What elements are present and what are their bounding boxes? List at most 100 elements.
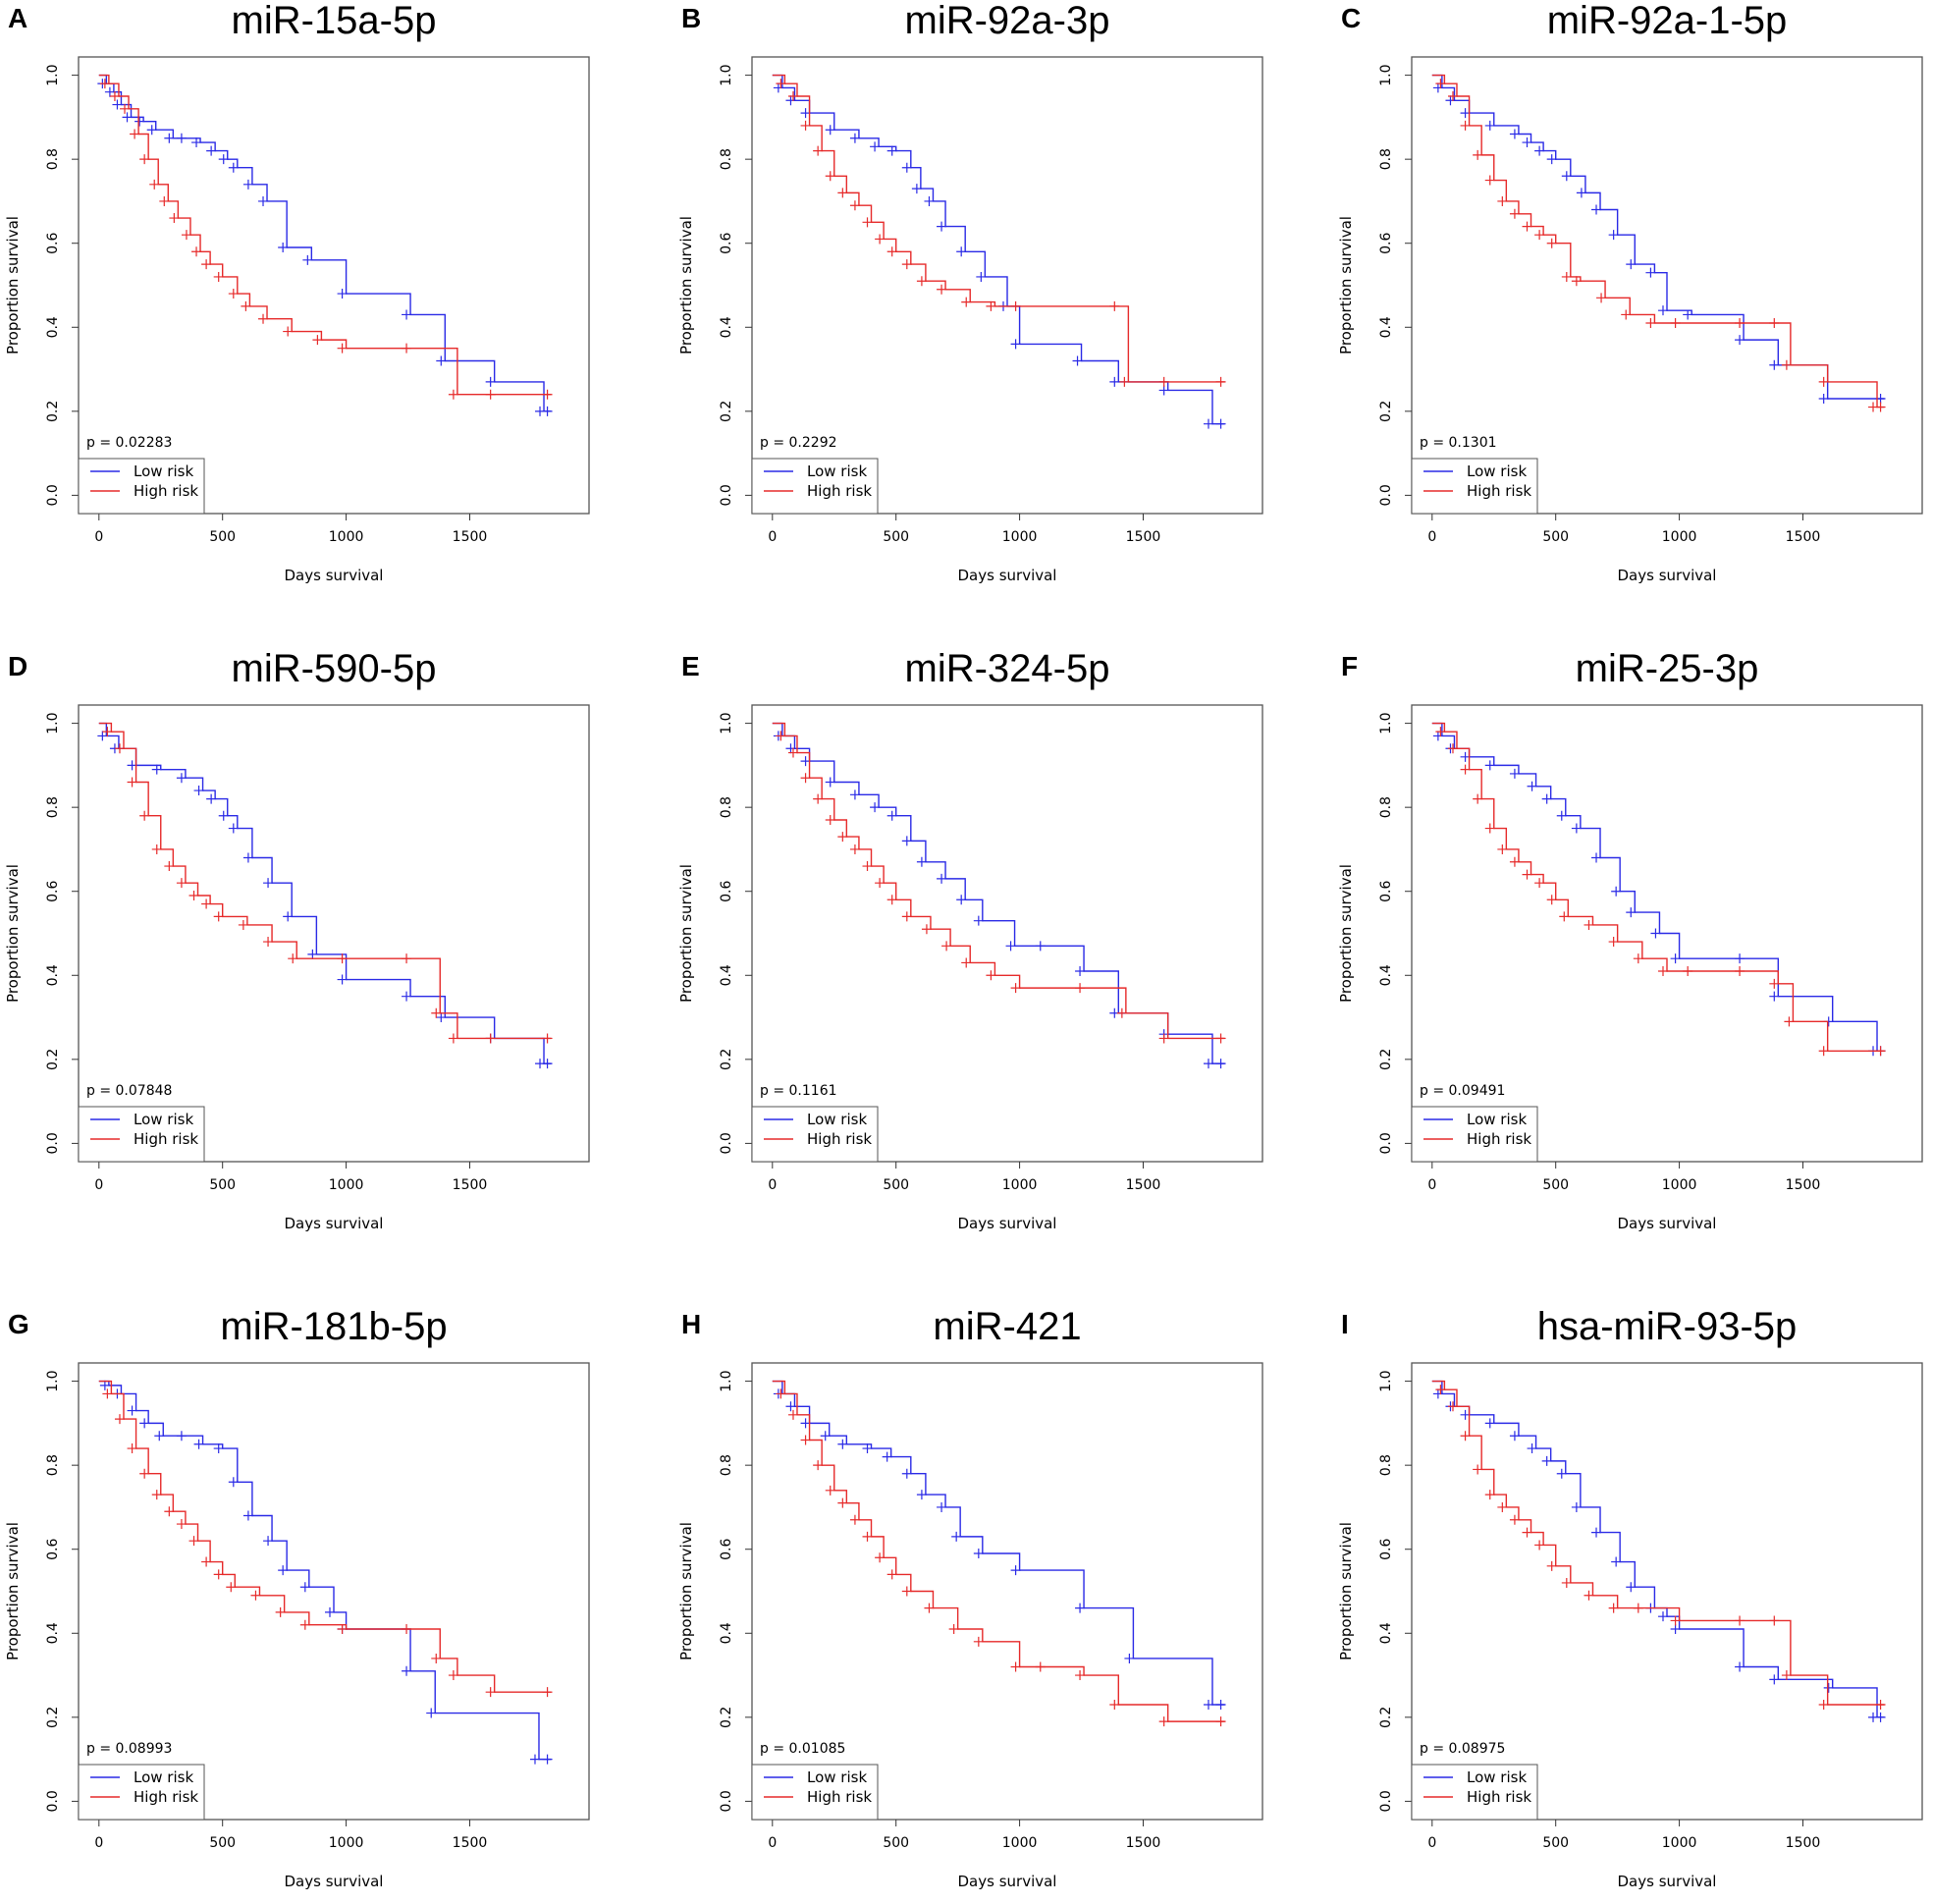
x-tick-label: 0 xyxy=(768,529,777,545)
y-tick-label: 0.2 xyxy=(719,1049,734,1070)
x-tick-label: 0 xyxy=(1427,1177,1436,1193)
low-risk-censor-mark xyxy=(1215,1059,1226,1069)
y-tick-label: 0.4 xyxy=(45,316,61,338)
low-risk-censor-mark xyxy=(104,86,115,97)
x-tick-label: 500 xyxy=(209,1835,236,1851)
high-risk-censor-mark xyxy=(1435,727,1446,737)
y-tick-label: 1.0 xyxy=(719,64,734,85)
high-risk-censor-mark xyxy=(448,389,458,400)
low-risk-legend-label: Low risk xyxy=(1467,1768,1527,1786)
legend-box xyxy=(78,458,205,515)
high-risk-censor-mark xyxy=(849,1514,860,1525)
low-risk-censor-mark xyxy=(1556,1468,1567,1479)
low-risk-censor-mark xyxy=(258,195,269,206)
p-value: p = 0.07848 xyxy=(86,1083,172,1099)
legend-box xyxy=(751,458,879,515)
legend: Low risk High risk xyxy=(751,458,879,515)
high-risk-censor-mark xyxy=(1447,90,1458,101)
legend-box xyxy=(78,1764,205,1821)
low-risk-censor-mark xyxy=(206,145,217,156)
high-risk-censor-mark xyxy=(1497,195,1508,206)
low-risk-censor-mark xyxy=(191,137,202,148)
high-risk-censor-mark xyxy=(800,120,811,131)
panel-letter: F xyxy=(1341,651,1358,681)
high-risk-censor-mark xyxy=(1460,1431,1471,1442)
y-tick-label: 1.0 xyxy=(45,712,61,734)
low-risk-censor-mark xyxy=(1005,941,1016,952)
panel-title: miR-92a-1-5p xyxy=(1547,0,1788,42)
y-tick-label: 0.6 xyxy=(1378,880,1394,901)
x-axis-label: Days survival xyxy=(1618,567,1717,584)
high-risk-censor-mark xyxy=(1670,318,1681,329)
high-risk-censor-mark xyxy=(402,953,412,964)
high-risk-censor-mark xyxy=(1484,823,1495,834)
legend-box xyxy=(78,1106,205,1163)
high-risk-censor-mark xyxy=(1534,230,1545,241)
high-risk-censor-mark xyxy=(1497,843,1508,854)
low-risk-censor-mark xyxy=(218,810,229,821)
high-risk-censor-mark xyxy=(1571,276,1582,287)
x-tick-label: 1500 xyxy=(1126,529,1161,545)
low-risk-censor-mark xyxy=(886,145,897,156)
high-risk-censor-mark xyxy=(485,1687,496,1698)
y-tick-label: 0.8 xyxy=(719,1454,734,1476)
high-risk-censor-mark xyxy=(1559,911,1570,922)
low-risk-censor-mark xyxy=(825,125,835,136)
high-risk-censor-mark xyxy=(164,861,175,872)
low-risk-censor-mark xyxy=(1818,394,1829,405)
y-tick-label: 1.0 xyxy=(1378,64,1394,85)
low-risk-censor-mark xyxy=(228,1477,239,1488)
low-risk-censor-mark xyxy=(849,133,860,143)
panel-title: miR-590-5p xyxy=(232,647,437,690)
high-risk-censor-mark xyxy=(1818,1700,1829,1711)
y-tick-label: 0.4 xyxy=(45,964,61,986)
x-tick-label: 1500 xyxy=(1786,529,1821,545)
y-tick-label: 0.0 xyxy=(1378,1132,1394,1154)
panel-letter: C xyxy=(1341,3,1361,33)
low-risk-legend-label: Low risk xyxy=(1467,462,1527,480)
high-risk-curve xyxy=(1431,722,1885,1052)
high-risk-censor-mark xyxy=(139,810,150,821)
high-risk-censor-mark xyxy=(1534,878,1545,889)
high-risk-censor-mark xyxy=(1608,937,1619,948)
x-tick-label: 1500 xyxy=(453,529,488,545)
low-risk-curve xyxy=(1431,74,1885,400)
low-risk-censor-mark xyxy=(112,99,123,110)
y-tick-label: 0.4 xyxy=(719,316,734,338)
y-tick-label: 0.8 xyxy=(1378,148,1394,170)
y-tick-label: 0.4 xyxy=(1378,964,1394,986)
high-risk-censor-mark xyxy=(1534,1540,1545,1550)
low-risk-censor-mark xyxy=(1432,82,1443,93)
low-risk-censor-mark xyxy=(1215,1700,1226,1711)
high-risk-censor-mark xyxy=(213,271,224,282)
low-risk-censor-mark xyxy=(951,1531,962,1542)
low-risk-censor-mark xyxy=(1072,355,1083,366)
high-risk-censor-mark xyxy=(1447,743,1458,754)
legend: Low risk High risk xyxy=(1411,1106,1538,1163)
high-risk-censor-mark xyxy=(787,1409,798,1420)
high-risk-censor-mark xyxy=(1683,966,1693,977)
high-risk-censor-mark xyxy=(1769,318,1780,329)
p-value: p = 0.1161 xyxy=(760,1083,837,1099)
low-risk-censor-mark xyxy=(837,1439,848,1449)
y-tick-label: 0.6 xyxy=(1378,232,1394,253)
panel-letter: I xyxy=(1341,1309,1349,1339)
high-risk-censor-mark xyxy=(1818,1046,1829,1057)
high-risk-censor-mark xyxy=(787,90,798,101)
low-risk-censor-mark xyxy=(299,1582,310,1593)
low-risk-censor-mark xyxy=(1522,137,1532,148)
x-tick-label: 500 xyxy=(883,1835,909,1851)
low-risk-censor-mark xyxy=(206,793,217,804)
low-risk-censor-mark xyxy=(773,82,783,93)
high-risk-censor-mark xyxy=(1010,983,1021,994)
y-axis-label: Proportion survival xyxy=(677,864,695,1003)
low-risk-censor-mark xyxy=(213,1443,224,1454)
high-risk-censor-mark xyxy=(941,941,952,952)
low-risk-censor-mark xyxy=(176,133,187,143)
low-risk-censor-mark xyxy=(139,1418,150,1429)
high-risk-censor-mark xyxy=(886,1569,897,1580)
low-risk-censor-mark xyxy=(785,743,796,754)
high-risk-censor-mark xyxy=(924,1603,935,1613)
